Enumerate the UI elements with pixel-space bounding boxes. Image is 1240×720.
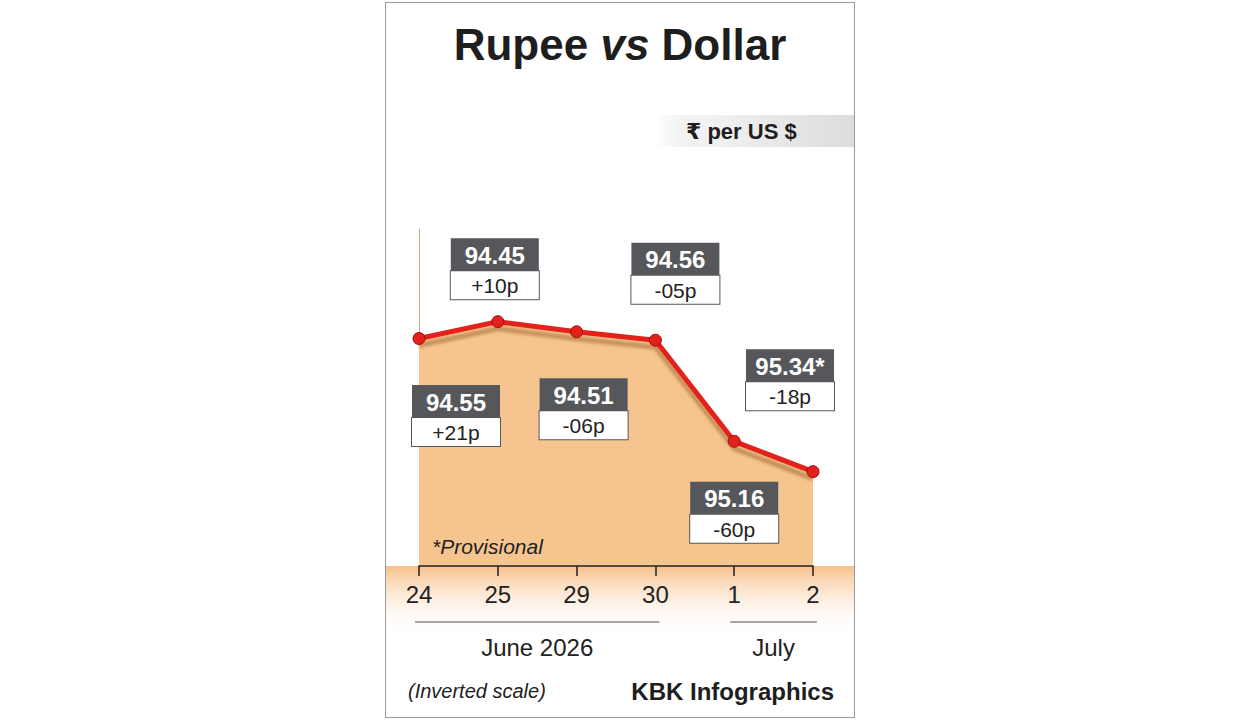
svg-text:25: 25 <box>484 581 511 608</box>
svg-text:vs: vs <box>600 20 649 69</box>
svg-text:94.55: 94.55 <box>426 389 486 416</box>
svg-text:94.51: 94.51 <box>554 382 614 409</box>
svg-text:94.45: 94.45 <box>465 242 525 269</box>
svg-text:*Provisional: *Provisional <box>432 535 544 558</box>
svg-text:(Inverted scale): (Inverted scale) <box>408 680 546 702</box>
svg-text:2: 2 <box>806 581 819 608</box>
svg-text:Rupee: Rupee <box>454 20 588 69</box>
svg-text:24: 24 <box>406 581 433 608</box>
svg-text:₹ per US $: ₹ per US $ <box>686 119 797 144</box>
svg-text:July: July <box>752 634 795 661</box>
svg-text:95.34*: 95.34* <box>755 353 825 380</box>
svg-text:+10p: +10p <box>471 274 518 297</box>
svg-text:29: 29 <box>563 581 590 608</box>
svg-text:94.56: 94.56 <box>645 246 705 273</box>
svg-text:Dollar: Dollar <box>662 20 787 69</box>
svg-text:1: 1 <box>728 581 741 608</box>
svg-text:June 2026: June 2026 <box>481 634 593 661</box>
svg-text:-60p: -60p <box>713 518 755 541</box>
svg-text:-06p: -06p <box>563 414 605 437</box>
svg-text:-05p: -05p <box>654 279 696 302</box>
svg-text:95.16: 95.16 <box>704 485 764 512</box>
svg-text:KBK Infographics: KBK Infographics <box>631 678 834 705</box>
svg-text:30: 30 <box>642 581 669 608</box>
svg-text:+21p: +21p <box>432 421 479 444</box>
svg-text:-18p: -18p <box>769 385 811 408</box>
